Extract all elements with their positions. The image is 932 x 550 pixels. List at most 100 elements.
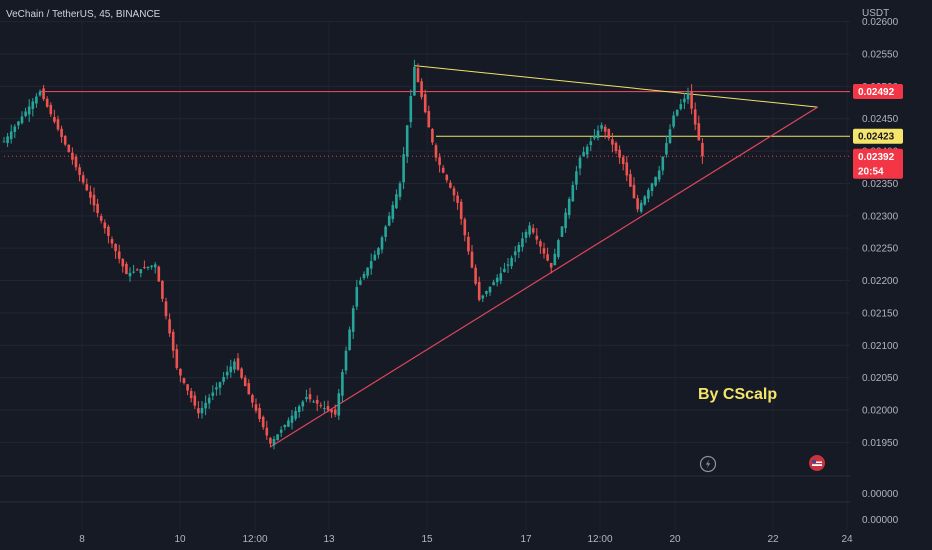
secondary-tick-label: 0.00000	[862, 515, 899, 526]
candle	[611, 132, 614, 153]
candle	[481, 294, 485, 303]
candle	[654, 176, 657, 187]
watermark-text: By CScalp	[698, 386, 777, 403]
candle	[697, 115, 701, 141]
candle	[625, 155, 629, 182]
candle	[297, 404, 301, 418]
x-tick-label: 13	[323, 534, 335, 545]
candle	[467, 232, 470, 255]
candle	[31, 98, 35, 117]
y-tick-label: 0.02150	[862, 308, 899, 319]
candle	[553, 248, 557, 266]
lightning-icon[interactable]	[699, 455, 717, 473]
candle	[319, 402, 323, 409]
candle	[150, 265, 153, 270]
candle	[168, 313, 171, 337]
candle	[427, 105, 431, 128]
candle	[647, 187, 650, 203]
candle	[85, 178, 89, 192]
price-badges: 0.02492 0.02423 0.02392 20:54	[853, 84, 903, 179]
candle	[110, 236, 114, 249]
candle	[9, 124, 13, 144]
candle	[348, 326, 351, 351]
candle	[193, 391, 197, 409]
currency-label: USDT	[862, 8, 889, 19]
candle	[182, 377, 186, 385]
candle	[261, 415, 265, 430]
candle	[164, 297, 168, 320]
candle	[211, 385, 215, 401]
candles	[2, 59, 704, 450]
candle	[78, 163, 81, 182]
candle	[330, 408, 333, 418]
candle	[402, 146, 405, 190]
candle	[337, 388, 341, 421]
candle	[326, 400, 330, 413]
candle	[287, 417, 290, 428]
flag-icon[interactable]	[809, 455, 825, 471]
triangle-lower-line[interactable]	[270, 106, 818, 448]
candle	[35, 93, 38, 108]
y-tick-label: 0.02100	[862, 341, 899, 352]
y-tick-label: 0.02000	[862, 406, 899, 417]
candle	[636, 194, 639, 213]
candle	[557, 238, 560, 260]
candle	[42, 84, 45, 101]
candle	[600, 122, 603, 132]
price-badge-level: 0.02423	[853, 128, 903, 144]
candle	[445, 173, 449, 183]
candle	[488, 286, 492, 296]
candle	[456, 191, 459, 210]
candle	[596, 125, 600, 141]
candle	[503, 262, 506, 273]
candle	[38, 89, 42, 97]
candle	[603, 124, 607, 139]
candle	[240, 367, 243, 380]
candle	[67, 144, 71, 153]
candle	[650, 182, 654, 197]
candle	[323, 400, 326, 413]
candle	[279, 426, 283, 438]
candle	[575, 165, 578, 191]
triangle-upper-line[interactable]	[414, 65, 818, 108]
candle	[359, 277, 362, 286]
candle	[614, 141, 618, 154]
x-tick-label: 10	[174, 534, 186, 545]
candle	[107, 224, 110, 244]
candle	[672, 111, 675, 129]
candle	[477, 276, 481, 302]
candle	[20, 111, 24, 125]
candle	[63, 134, 67, 147]
candle	[265, 420, 269, 440]
candle	[539, 239, 542, 254]
candle	[215, 382, 218, 396]
candle	[355, 279, 359, 311]
candle	[485, 290, 488, 297]
candle	[413, 59, 416, 96]
candle	[247, 379, 251, 395]
candle	[186, 384, 189, 396]
candle	[459, 198, 463, 225]
y-tick-label: 0.02550	[862, 50, 899, 61]
candle	[207, 393, 211, 409]
candle	[675, 109, 679, 117]
candle	[197, 401, 200, 419]
y-tick-label: 0.02050	[862, 373, 899, 384]
candle	[179, 368, 182, 383]
price-badge-value: 0.02423	[858, 132, 895, 143]
time-axis[interactable]: 8 10 12:00 13 15 17 12:00 20 22 24	[79, 534, 853, 545]
candle	[510, 255, 513, 270]
candle	[452, 185, 456, 202]
candle	[53, 109, 56, 124]
candle	[6, 132, 9, 147]
candle	[200, 401, 204, 419]
candle	[380, 235, 384, 254]
candle	[251, 393, 254, 408]
candle	[693, 102, 697, 131]
candle	[639, 200, 643, 214]
candle	[618, 145, 621, 164]
candle	[668, 124, 672, 145]
candle	[132, 264, 135, 274]
candle	[312, 399, 315, 403]
